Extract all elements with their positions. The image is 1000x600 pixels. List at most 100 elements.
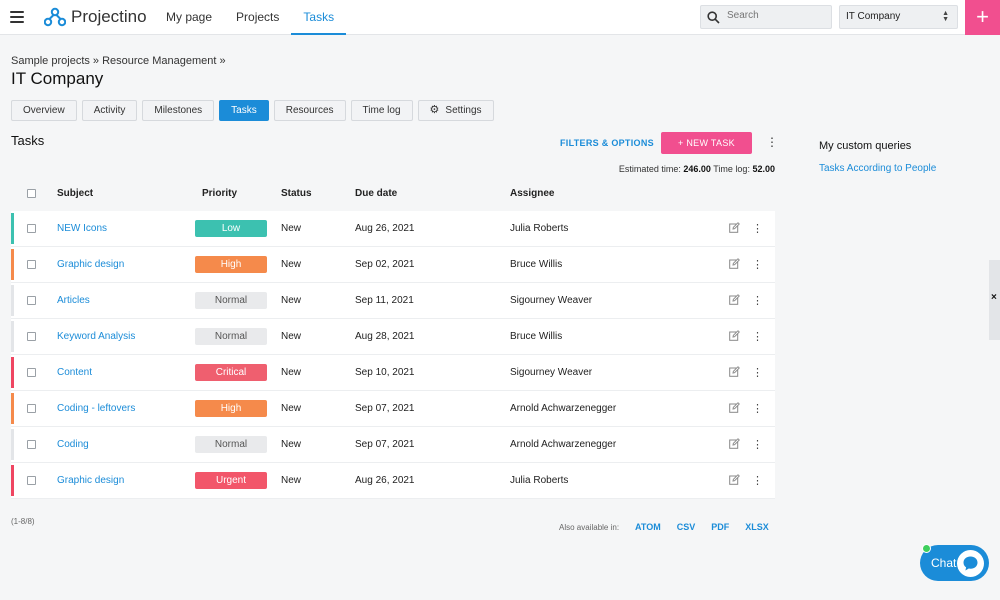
row-checkbox[interactable]: [27, 404, 36, 413]
menu-icon[interactable]: [10, 11, 24, 23]
task-assignee: Sigourney Weaver: [510, 295, 593, 306]
row-more-icon[interactable]: ⋮: [752, 367, 763, 379]
tab-time-log[interactable]: Time log: [350, 100, 413, 121]
edit-icon[interactable]: [729, 221, 740, 236]
edit-icon[interactable]: [729, 329, 740, 344]
task-assignee: Bruce Willis: [510, 259, 563, 270]
tab-milestones[interactable]: Milestones: [142, 100, 215, 121]
priority-badge: High: [195, 400, 267, 417]
side-panel-tab[interactable]: ×: [989, 260, 1000, 340]
table-header: Subject Priority Status Due date Assigne…: [11, 176, 775, 211]
table-row[interactable]: Graphic design High New Sep 02, 2021 Bruce W…: [11, 247, 775, 283]
table-row[interactable]: Coding Normal New Sep 07, 2021 Arnold Achwar…: [11, 427, 775, 463]
row-checkbox[interactable]: [27, 260, 36, 269]
table-row[interactable]: Graphic design Urgent New Aug 26, 2021 Julia…: [11, 463, 775, 499]
custom-query-link[interactable]: Tasks According to People: [819, 163, 937, 174]
header-due-date[interactable]: Due date: [355, 188, 398, 199]
task-subject-link[interactable]: NEW Icons: [57, 223, 108, 234]
nav-tasks[interactable]: Tasks: [291, 0, 346, 35]
export-links: Also available in: ATOM CSV PDF XLSX: [559, 522, 769, 532]
row-checkbox[interactable]: [27, 476, 36, 485]
table-row[interactable]: NEW Icons Low New Aug 26, 2021 Julia Roberts…: [11, 211, 775, 247]
task-due-date: Sep 07, 2021: [355, 439, 415, 450]
row-checkbox[interactable]: [27, 440, 36, 449]
chat-button[interactable]: Chat: [920, 544, 989, 581]
logo[interactable]: Projectino: [44, 7, 147, 27]
header-subject[interactable]: Subject: [57, 188, 94, 199]
priority-badge: High: [195, 256, 267, 273]
export-csv[interactable]: CSV: [676, 522, 696, 532]
task-subject-link[interactable]: Graphic design: [57, 259, 125, 270]
priority-color-bar: [11, 249, 14, 280]
task-subject-link[interactable]: Keyword Analysis: [57, 331, 136, 342]
row-more-icon[interactable]: ⋮: [752, 439, 763, 451]
table-row[interactable]: Content Critical New Sep 10, 2021 Sigourney …: [11, 355, 775, 391]
tab-activity[interactable]: Activity: [81, 100, 138, 121]
time-log-label: Time log:: [713, 164, 750, 174]
chat-bubble-icon: [957, 550, 984, 577]
row-actions: ⋮: [729, 473, 763, 488]
row-more-icon[interactable]: ⋮: [752, 295, 763, 307]
add-button[interactable]: +: [965, 0, 1000, 35]
task-subject-link[interactable]: Coding - leftovers: [57, 403, 136, 414]
row-actions: ⋮: [729, 401, 763, 416]
row-checkbox[interactable]: [27, 368, 36, 377]
task-due-date: Aug 26, 2021: [355, 223, 415, 234]
priority-color-bar: [11, 393, 14, 424]
edit-icon[interactable]: [729, 257, 740, 272]
tab-overview[interactable]: Overview: [11, 100, 77, 121]
more-options-icon[interactable]: ⋮: [766, 135, 778, 149]
task-subject-link[interactable]: Content: [57, 367, 93, 378]
company-select[interactable]: IT Company ▲ ▼: [839, 5, 958, 29]
row-more-icon[interactable]: ⋮: [752, 475, 763, 487]
export-pdf[interactable]: PDF: [711, 522, 730, 532]
task-subject-link[interactable]: Coding: [57, 439, 89, 450]
edit-icon[interactable]: [729, 365, 740, 380]
row-checkbox[interactable]: [27, 296, 36, 305]
row-more-icon[interactable]: ⋮: [752, 331, 763, 343]
task-due-date: Aug 28, 2021: [355, 331, 415, 342]
table-row[interactable]: Articles Normal New Sep 11, 2021 Sigourney W…: [11, 283, 775, 319]
search-input[interactable]: [727, 10, 827, 21]
nav-my-page[interactable]: My page: [166, 10, 213, 24]
table-row[interactable]: Keyword Analysis Normal New Aug 28, 2021 Bru…: [11, 319, 775, 355]
breadcrumb[interactable]: Sample projects » Resource Management »: [11, 55, 226, 67]
edit-icon[interactable]: [729, 473, 740, 488]
header-assignee[interactable]: Assignee: [510, 188, 555, 199]
exports-label: Also available in:: [559, 522, 620, 532]
export-atom[interactable]: ATOM: [635, 522, 661, 532]
row-checkbox[interactable]: [27, 332, 36, 341]
nav-projects[interactable]: Projects: [236, 10, 280, 24]
priority-badge: Low: [195, 220, 267, 237]
export-xlsx[interactable]: XLSX: [745, 522, 769, 532]
header-status[interactable]: Status: [281, 188, 312, 199]
row-more-icon[interactable]: ⋮: [752, 259, 763, 271]
priority-color-bar: [11, 213, 14, 244]
priority-color-bar: [11, 285, 14, 316]
search-box[interactable]: [700, 5, 832, 29]
search-icon: [707, 11, 720, 24]
chat-label: Chat: [931, 556, 957, 570]
task-due-date: Aug 26, 2021: [355, 475, 415, 486]
task-assignee: Arnold Achwarzenegger: [510, 439, 617, 450]
row-checkbox[interactable]: [27, 224, 36, 233]
row-more-icon[interactable]: ⋮: [752, 403, 763, 415]
task-subject-link[interactable]: Articles: [57, 295, 90, 306]
tab-resources[interactable]: Resources: [273, 100, 346, 121]
edit-icon[interactable]: [729, 437, 740, 452]
priority-badge: Urgent: [195, 472, 267, 489]
filters-options-button[interactable]: FILTERS & OPTIONS: [560, 138, 654, 148]
edit-icon[interactable]: [729, 293, 740, 308]
select-all-checkbox[interactable]: [27, 189, 36, 198]
header-priority[interactable]: Priority: [202, 188, 238, 199]
tasks-table: Subject Priority Status Due date Assigne…: [11, 176, 775, 499]
tab-settings[interactable]: ⚙ Settings: [417, 100, 494, 121]
edit-icon[interactable]: [729, 401, 740, 416]
task-subject-link[interactable]: Graphic design: [57, 475, 125, 486]
new-task-button[interactable]: + NEW TASK: [661, 132, 752, 154]
table-row[interactable]: Coding - leftovers High New Sep 07, 2021 Arn…: [11, 391, 775, 427]
row-more-icon[interactable]: ⋮: [752, 223, 763, 235]
tab-tasks[interactable]: Tasks: [219, 100, 269, 121]
task-assignee: Bruce Willis: [510, 331, 563, 342]
close-icon[interactable]: ×: [991, 292, 997, 303]
